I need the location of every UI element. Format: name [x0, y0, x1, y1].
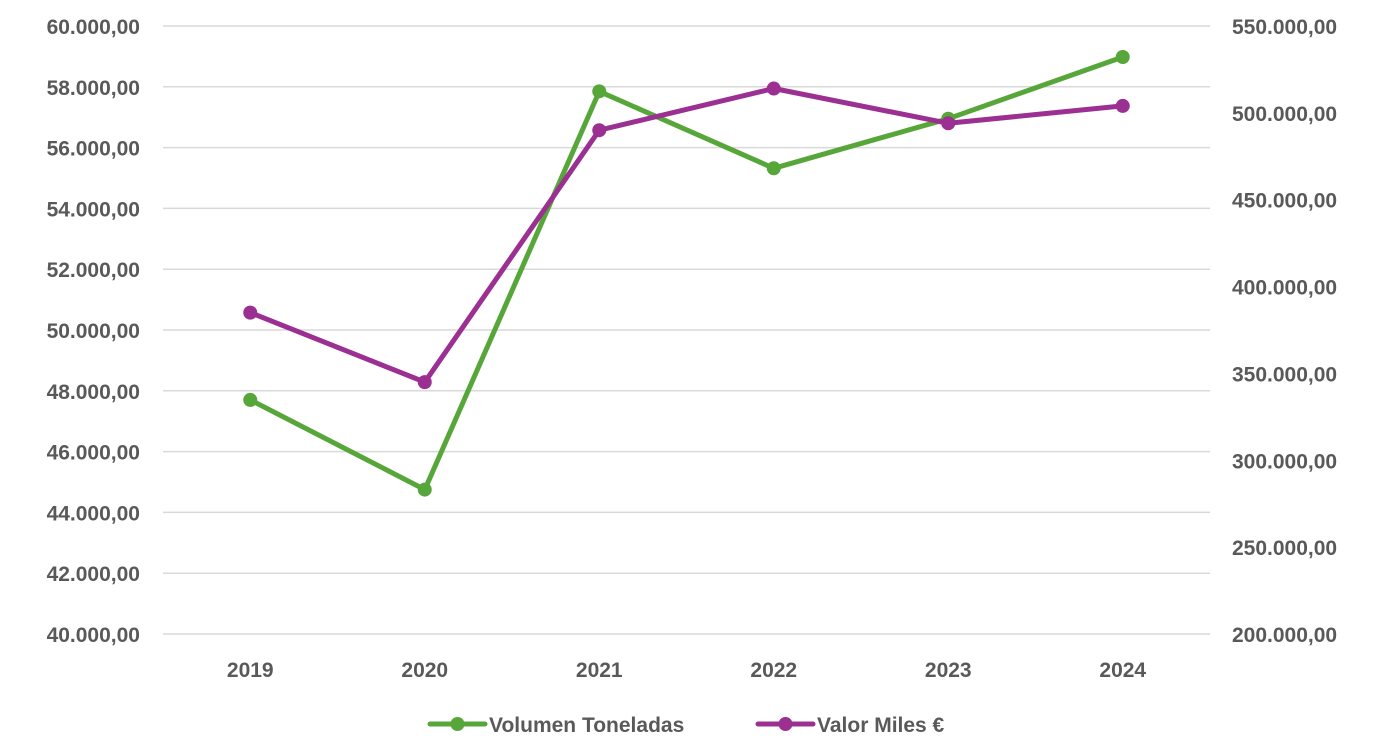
right-axis-tick-label: 350.000,00 — [1232, 363, 1337, 386]
series — [243, 50, 1130, 497]
legend-point-marker — [450, 717, 465, 731]
left-axis-tick-label: 42.000,00 — [47, 563, 140, 586]
x-axis-tick-label: 2023 — [925, 659, 972, 682]
data-point — [592, 123, 607, 138]
data-point — [417, 482, 432, 497]
left-axis-tick-label: 46.000,00 — [47, 442, 140, 465]
left-axis: 40.000,00 42.000,00 44.000,00 46.000,00 48.0… — [47, 16, 140, 647]
right-axis-tick-label: 400.000,00 — [1232, 277, 1337, 300]
left-axis-tick-label: 56.000,00 — [47, 138, 140, 161]
left-axis-tick-label: 48.000,00 — [47, 381, 140, 404]
left-axis-tick-label: 50.000,00 — [47, 320, 140, 343]
legend-label: Valor Miles € — [817, 714, 945, 736]
left-axis-tick-label: 44.000,00 — [47, 502, 140, 525]
data-point — [243, 392, 258, 407]
x-axis-tick-label: 2020 — [401, 659, 448, 682]
right-axis-tick-label: 550.000,00 — [1232, 16, 1337, 39]
data-point — [592, 84, 607, 99]
right-axis-tick-label: 450.000,00 — [1232, 190, 1337, 213]
series-line — [247, 54, 1126, 493]
gridlines — [163, 25, 1210, 635]
left-axis-tick-label: 60.000,00 — [47, 16, 140, 39]
x-axis-tick-label: 2022 — [750, 659, 797, 682]
data-point — [417, 375, 432, 390]
data-point — [941, 116, 956, 131]
x-axis-tick-label: 2021 — [576, 659, 623, 682]
x-axis: 2019 2020 2021 2022 2023 2024 — [227, 659, 1147, 682]
left-axis-tick-label: 40.000,00 — [47, 624, 140, 647]
legend: Volumen Toneladas Valor Miles € — [427, 714, 945, 736]
left-axis-tick-label: 54.000,00 — [47, 198, 140, 221]
right-axis-tick-label: 250.000,00 — [1232, 537, 1337, 560]
left-axis-tick-label: 52.000,00 — [47, 259, 140, 282]
legend-label: Volumen Toneladas — [489, 714, 684, 736]
left-axis-tick-label: 58.000,00 — [47, 77, 140, 100]
data-point — [1115, 98, 1130, 113]
x-axis-tick-label: 2024 — [1099, 659, 1146, 682]
right-axis: 200.000,00 250.000,00 300.000,00 350.000,00… — [1232, 16, 1337, 647]
series-line — [247, 86, 1126, 385]
legend-point-marker — [778, 717, 793, 731]
data-point — [766, 161, 781, 176]
data-point — [766, 81, 781, 96]
right-axis-tick-label: 200.000,00 — [1232, 624, 1337, 647]
data-point — [1115, 50, 1130, 65]
right-axis-tick-label: 500.000,00 — [1232, 103, 1337, 126]
data-point — [243, 305, 258, 320]
right-axis-tick-label: 300.000,00 — [1232, 450, 1337, 473]
x-axis-tick-label: 2019 — [227, 659, 274, 682]
